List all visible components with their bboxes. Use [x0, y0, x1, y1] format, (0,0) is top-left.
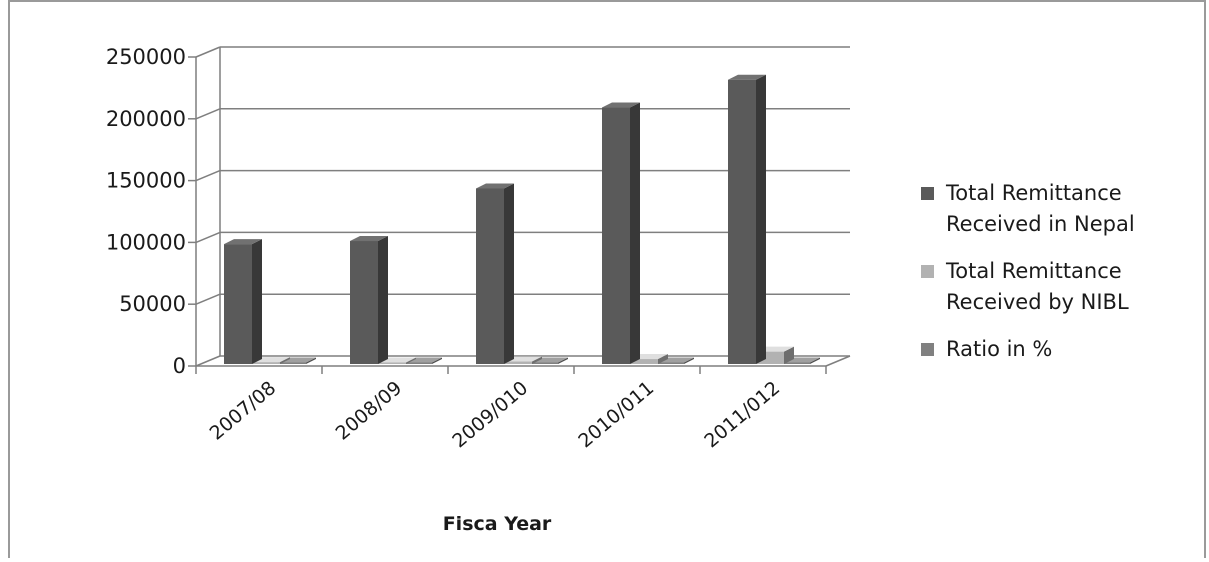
gridline-side [195, 231, 221, 244]
bar-top [224, 239, 262, 245]
legend-swatch [921, 187, 934, 200]
x-tick-label: 2008/09 [332, 377, 407, 445]
bar-front [602, 107, 630, 364]
legend-item: Total Remittance Received by NIBL [921, 259, 1129, 314]
x-tick-label: 2011/012 [700, 377, 784, 452]
bar-side [658, 354, 668, 364]
legend-label: Total Remittance [945, 181, 1122, 205]
bar-top [476, 183, 514, 189]
bar [224, 239, 262, 364]
legend-label: Ratio in % [946, 337, 1052, 361]
legend-item: Total Remittance Received in Nepal [921, 181, 1135, 236]
bar-front [404, 362, 432, 364]
bars [224, 74, 820, 364]
y-tick-label: 50000 [119, 292, 186, 316]
bar-top [602, 102, 640, 108]
bar-front [476, 188, 504, 364]
gridline-side [195, 108, 221, 120]
legend-label: Received by NIBL [946, 290, 1129, 314]
bar-side [532, 356, 542, 364]
x-tick-label: 2010/011 [574, 377, 658, 452]
bar-top [728, 74, 766, 80]
bar-side [406, 357, 416, 364]
gridline-side [195, 355, 221, 367]
bar-front [350, 241, 378, 364]
legend-swatch [921, 265, 934, 278]
x-axis-label: Fisca Year [443, 513, 552, 535]
bar-side [432, 357, 442, 364]
bar-front [224, 244, 252, 364]
bar-side [630, 102, 640, 364]
gridline-side [195, 46, 221, 58]
legend-item: Ratio in % [921, 337, 1052, 361]
bar-side [252, 239, 262, 364]
bar-front [630, 359, 658, 364]
bar-top [350, 236, 388, 242]
floor-edge [825, 355, 851, 367]
gridline-side [195, 169, 221, 182]
legend-swatch [921, 343, 934, 356]
bar-front [278, 362, 306, 364]
x-tick-label: 2009/010 [448, 377, 532, 452]
bar [350, 236, 388, 364]
bar [728, 74, 766, 364]
bar-front [504, 361, 532, 364]
bar-side [684, 357, 694, 364]
axes [188, 47, 851, 374]
bar-side [504, 183, 514, 364]
y-tick-label: 100000 [106, 230, 186, 254]
bar [602, 102, 640, 364]
bar-front [728, 79, 756, 364]
bar-front [656, 362, 684, 364]
bar-front [378, 362, 406, 364]
legend-label: Received in Nepal [946, 212, 1135, 236]
bar-side [810, 357, 820, 364]
y-tick-labels: 0 50000 100000 150000 200000 250000 [106, 45, 186, 378]
chart-frame [8, 0, 1206, 558]
bar-side [280, 357, 290, 364]
legend-label: Total Remittance [945, 259, 1122, 283]
y-tick-label: 250000 [106, 45, 186, 69]
bar-front [782, 362, 810, 364]
y-tick-label: 0 [173, 354, 186, 378]
x-tick-labels: 2007/08 2008/09 2009/010 2010/011 2011/012 [206, 377, 785, 452]
bar-side [558, 357, 568, 364]
x-tick-label: 2007/08 [206, 377, 281, 445]
bar-side [784, 346, 794, 364]
bar-front [530, 362, 558, 364]
y-tick-label: 150000 [106, 169, 186, 193]
bar [476, 183, 514, 364]
bar-front [252, 362, 280, 364]
bar-side [756, 74, 766, 364]
y-tick-label: 200000 [106, 107, 186, 131]
bar-side [378, 236, 388, 364]
gridline-side [195, 293, 221, 305]
bar-side [306, 357, 316, 364]
